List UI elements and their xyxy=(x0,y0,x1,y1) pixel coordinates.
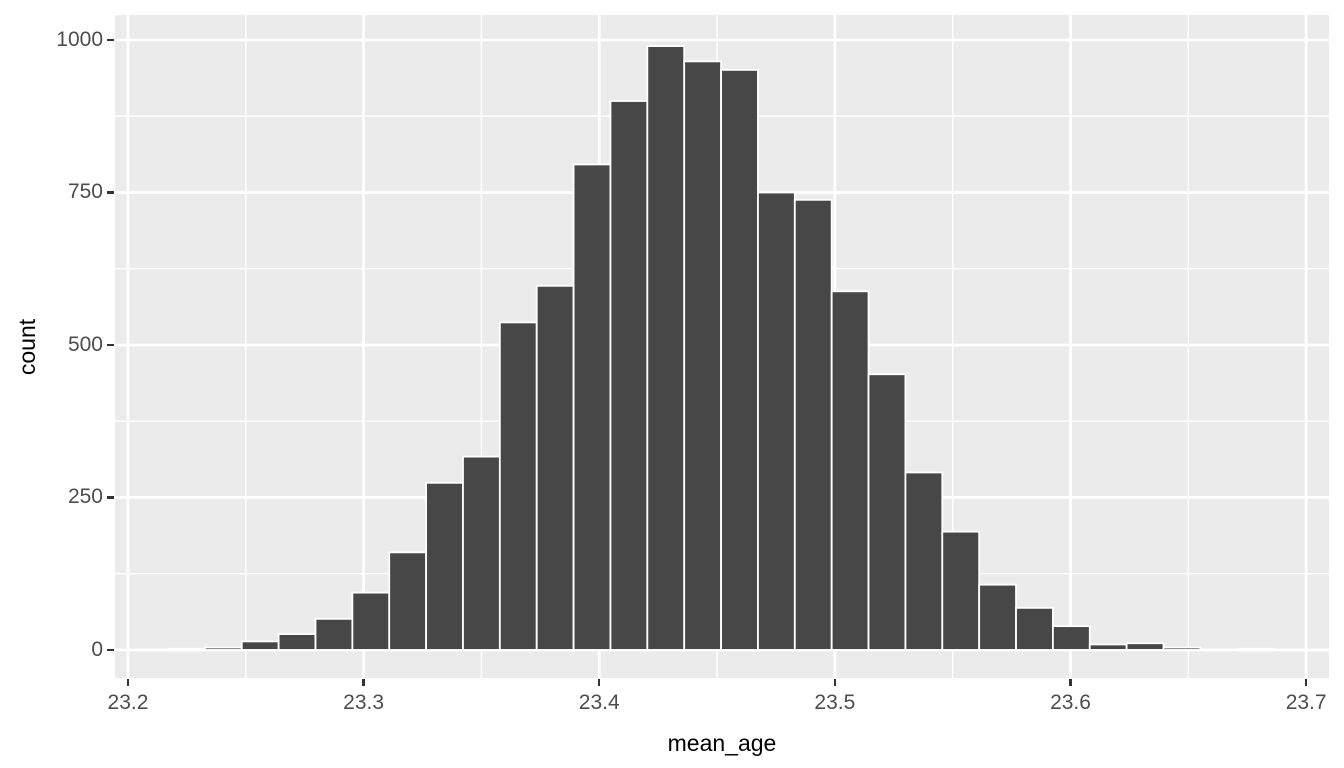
histogram-bar xyxy=(1051,625,1091,651)
histogram-bar xyxy=(1162,646,1202,651)
histogram-bar xyxy=(830,290,870,651)
histogram-bar xyxy=(351,591,391,651)
histogram-bar xyxy=(1088,643,1128,651)
y-tick-label: 500 xyxy=(67,332,103,356)
y-tick-label: 750 xyxy=(67,180,103,204)
x-tick-mark xyxy=(833,679,837,686)
x-tick-label: 23.2 xyxy=(107,691,149,714)
histogram-bar xyxy=(978,583,1017,651)
y-tick-label: 250 xyxy=(67,485,103,509)
histogram-bar xyxy=(277,633,317,651)
histogram-bar xyxy=(425,481,464,651)
histogram-bar xyxy=(609,100,649,651)
y-tick-mark xyxy=(107,191,114,194)
histogram-bar xyxy=(904,471,944,651)
histogram-bar xyxy=(757,191,796,651)
x-axis-title: mean_age xyxy=(667,730,777,756)
y-tick-mark xyxy=(107,496,114,499)
y-tick-mark xyxy=(107,343,114,347)
histogram-bar xyxy=(498,321,538,651)
y-tick-label: 1000 xyxy=(56,28,103,51)
x-tick-label: 23.5 xyxy=(814,691,856,714)
histogram-bar xyxy=(720,68,759,651)
histogram-bar xyxy=(240,640,280,651)
x-tick-mark xyxy=(1304,679,1308,686)
x-tick-label: 23.4 xyxy=(578,691,620,714)
x-tick-mark xyxy=(362,679,365,686)
histogram-bar xyxy=(1125,642,1165,651)
histogram-bar xyxy=(1236,647,1276,651)
histogram-bar xyxy=(167,647,206,651)
x-tick-label: 23.3 xyxy=(343,691,385,714)
x-tick-mark xyxy=(126,679,130,686)
histogram-bar xyxy=(941,530,981,651)
y-tick-mark xyxy=(107,648,114,652)
histogram-bar xyxy=(646,45,686,651)
y-tick-label: 0 xyxy=(91,637,103,661)
x-tick-mark xyxy=(597,679,601,686)
histogram-bar xyxy=(867,373,907,651)
y-tick-mark xyxy=(107,38,114,42)
histogram-bar xyxy=(572,163,612,651)
histogram-plot xyxy=(115,15,1329,678)
plot-panel xyxy=(115,15,1329,678)
histogram-bar xyxy=(314,617,354,651)
histogram-bar xyxy=(683,60,722,651)
histogram-bar xyxy=(535,284,575,651)
x-tick-label: 23.7 xyxy=(1285,691,1327,714)
x-tick-mark xyxy=(1069,679,1072,686)
histogram-bar xyxy=(388,551,428,651)
histogram-bar xyxy=(793,198,833,651)
histogram-bar xyxy=(462,455,501,651)
x-tick-label: 23.6 xyxy=(1050,691,1091,714)
histogram-bar xyxy=(203,646,243,651)
histogram-bar xyxy=(1015,606,1054,651)
